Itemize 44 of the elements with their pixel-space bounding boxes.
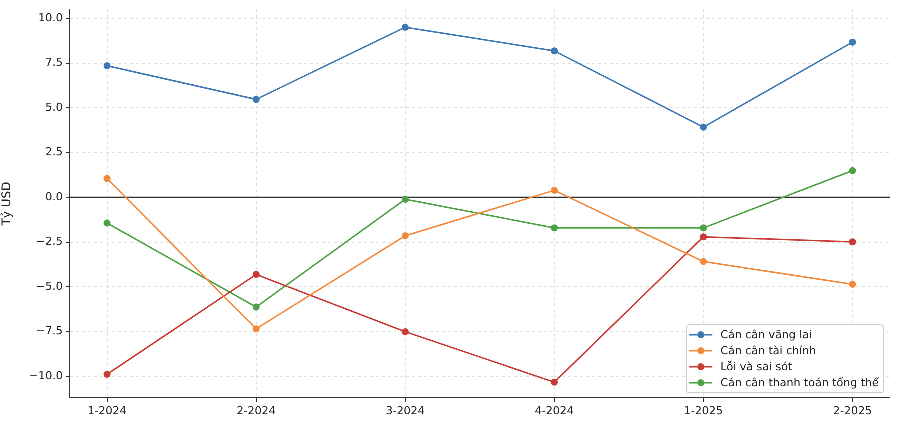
y-tick-label: −10.0 [29,369,63,382]
y-axis-title: Tỷ USD [0,182,14,227]
legend-label: Cán cân vãng lai [720,328,812,342]
y-tick-label: −2.5 [36,235,63,248]
y-tick-label: 0.0 [46,190,63,204]
point [402,24,409,31]
point [402,232,409,240]
point [104,62,111,70]
y-tick-label: −7.5 [36,324,63,338]
point [551,378,558,386]
point [700,258,708,266]
x-tick-label: 1-2024 [88,404,127,418]
point [849,167,856,174]
point [700,124,708,131]
point [849,281,856,288]
point [402,196,409,204]
x-tick-label: 4-2024 [535,404,574,418]
y-tick-label: 10.0 [38,11,63,24]
point [700,234,708,241]
point [849,238,856,246]
point [252,96,260,104]
legend-label: Lỗi và sai sót [720,360,794,374]
y-tick-label: 2.5 [46,146,63,159]
legend-label: Cán cân thanh toán tổng thể [720,376,880,390]
point [104,371,111,378]
point [252,304,260,311]
y-tick-label: −5.0 [36,280,63,293]
x-tick-label: 1-2025 [684,404,724,418]
point [551,187,558,194]
point [104,175,111,182]
x-tick-label: 2-2025 [833,404,872,418]
y-tick-label: 7.5 [46,56,63,70]
y-tick-label: 5.0 [46,100,63,114]
point [551,48,558,55]
point [104,220,111,227]
legend-label: Cán cân tài chính [720,344,816,358]
point [551,224,558,232]
x-tick-label: 3-2024 [386,404,425,418]
point [700,224,708,232]
point [849,38,856,46]
x-tick-label: 2-2024 [236,404,276,418]
point [252,326,260,333]
point [252,271,260,278]
point [402,328,409,336]
